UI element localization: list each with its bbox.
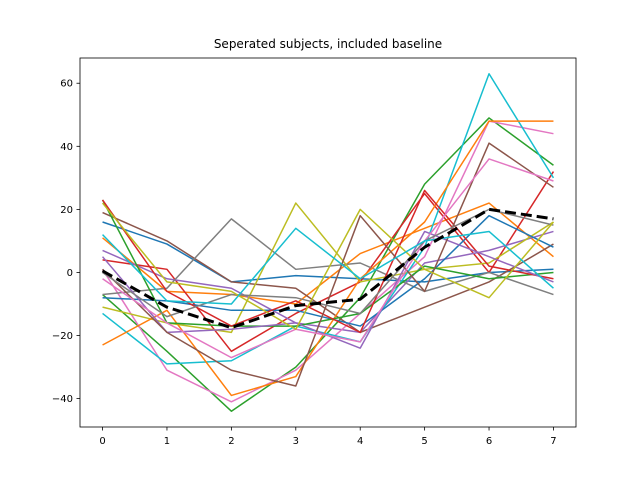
series-line-10 — [102, 73, 555, 365]
series-line-2 — [102, 202, 554, 305]
x-tick-label: 1 — [164, 436, 170, 447]
series-line-11 — [102, 214, 554, 327]
series-line-17 — [102, 158, 554, 359]
y-tick-label: 0 — [67, 268, 73, 279]
x-tick-label: 3 — [293, 436, 299, 447]
series-line-13 — [101, 199, 554, 327]
axes-frame — [79, 57, 577, 428]
series-line-8 — [102, 218, 554, 296]
series-line-16 — [102, 142, 554, 387]
x-tick-label: 4 — [357, 436, 363, 447]
series-line-1 — [102, 221, 554, 283]
x-tick-label: 0 — [99, 436, 105, 447]
series-line-mean — [101, 207, 554, 330]
series-lines — [101, 73, 555, 412]
axes: 0 1 2 3 4 5 6 7 −40 −20 0 20 40 60 — [52, 57, 577, 447]
plot-area — [101, 73, 555, 412]
series-line-14 — [101, 189, 554, 334]
series-line-7 — [101, 120, 554, 403]
y-tick-label: 60 — [60, 79, 73, 90]
x-tick-label: 6 — [486, 436, 492, 447]
series-line-20 — [102, 227, 554, 305]
series-line-6 — [102, 211, 554, 334]
series-line-3 — [102, 117, 554, 412]
chart-title: Seperated subjects, included baseline — [214, 37, 442, 51]
x-tick-label: 5 — [421, 436, 427, 447]
y-tick-label: 20 — [60, 205, 73, 216]
x-tick-label: 2 — [228, 436, 234, 447]
series-line-19 — [101, 202, 555, 330]
series-line-12 — [102, 120, 554, 397]
y-tick-label: 40 — [60, 142, 73, 153]
y-tick-label: −40 — [52, 394, 73, 405]
x-tick-label: 7 — [550, 436, 556, 447]
y-tick-label: −20 — [52, 331, 73, 342]
